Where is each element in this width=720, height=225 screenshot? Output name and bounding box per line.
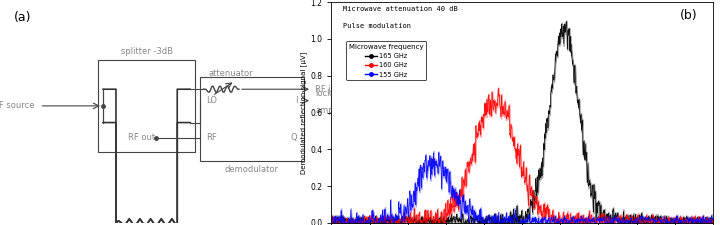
Text: I: I — [295, 96, 297, 105]
Text: Pulse modulation: Pulse modulation — [343, 23, 411, 29]
Legend: 165 GHz, 160 GHz, 155 GHz: 165 GHz, 160 GHz, 155 GHz — [346, 41, 426, 80]
Text: RF: RF — [207, 133, 217, 142]
Text: attenuator: attenuator — [209, 69, 253, 78]
Text: amplifier: amplifier — [315, 106, 353, 115]
Bar — [98, 60, 195, 152]
Text: RF source: RF source — [0, 101, 35, 110]
Text: splitter -3dB: splitter -3dB — [121, 47, 173, 56]
Text: RF out: RF out — [127, 133, 155, 142]
Text: Q: Q — [291, 133, 297, 142]
Text: (a): (a) — [14, 11, 31, 24]
Text: RF in: RF in — [315, 85, 336, 94]
Text: LO: LO — [207, 96, 217, 105]
Bar — [200, 77, 304, 161]
Text: (b): (b) — [680, 9, 698, 22]
Text: Microwave attenuation 40 dB: Microwave attenuation 40 dB — [343, 6, 458, 11]
Text: demodulator: demodulator — [225, 165, 279, 174]
Y-axis label: Demodulated reflection signal [μV]: Demodulated reflection signal [μV] — [301, 51, 307, 174]
Text: lock-in: lock-in — [315, 90, 343, 99]
